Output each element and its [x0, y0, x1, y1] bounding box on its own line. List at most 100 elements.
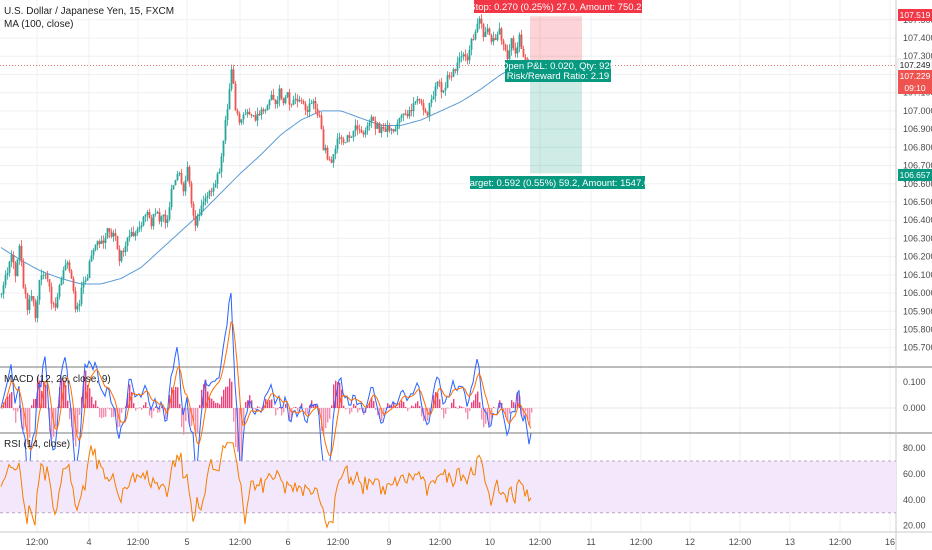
- candle-body[interactable]: [192, 203, 195, 216]
- ma-100-line[interactable]: [0, 58, 530, 285]
- candle-body[interactable]: [256, 113, 259, 121]
- candle-body[interactable]: [430, 99, 433, 103]
- candle-body[interactable]: [376, 123, 379, 129]
- candle-body[interactable]: [324, 147, 327, 151]
- candle-body[interactable]: [244, 114, 247, 115]
- candle-body[interactable]: [78, 303, 81, 306]
- candle-body[interactable]: [104, 237, 107, 243]
- candle-body[interactable]: [254, 115, 257, 121]
- candle-body[interactable]: [240, 119, 243, 123]
- candle-body[interactable]: [456, 62, 459, 71]
- candle-body[interactable]: [112, 233, 115, 237]
- candle-body[interactable]: [370, 116, 373, 123]
- candle-body[interactable]: [406, 113, 409, 117]
- candle-body[interactable]: [524, 57, 527, 62]
- candle-body[interactable]: [438, 81, 441, 83]
- candle-body[interactable]: [10, 254, 13, 262]
- candle-body[interactable]: [326, 147, 329, 160]
- candle-body[interactable]: [92, 249, 95, 256]
- candle-body[interactable]: [152, 213, 155, 227]
- candle-body[interactable]: [496, 34, 499, 40]
- candle-body[interactable]: [0, 293, 3, 295]
- candle-body[interactable]: [224, 120, 227, 141]
- candle-body[interactable]: [84, 280, 87, 283]
- candle-body[interactable]: [144, 214, 147, 217]
- candle-body[interactable]: [486, 28, 489, 32]
- candle-body[interactable]: [304, 103, 307, 111]
- candle-body[interactable]: [236, 110, 239, 114]
- candle-body[interactable]: [514, 48, 517, 54]
- candle-body[interactable]: [498, 28, 501, 35]
- candle-body[interactable]: [238, 113, 241, 123]
- candle-body[interactable]: [404, 113, 407, 115]
- candle-body[interactable]: [202, 201, 205, 206]
- candle-body[interactable]: [394, 129, 397, 132]
- candle-body[interactable]: [292, 99, 295, 105]
- candle-body[interactable]: [414, 101, 417, 104]
- candle-body[interactable]: [154, 213, 157, 215]
- candle-body[interactable]: [444, 87, 447, 91]
- candle-body[interactable]: [90, 255, 93, 262]
- candle-body[interactable]: [124, 245, 127, 252]
- candle-body[interactable]: [2, 285, 5, 294]
- candle-body[interactable]: [510, 38, 513, 51]
- candle-body[interactable]: [208, 190, 211, 196]
- candle-body[interactable]: [140, 225, 143, 228]
- candle-body[interactable]: [346, 135, 349, 143]
- candle-body[interactable]: [464, 54, 467, 57]
- candle-body[interactable]: [94, 245, 97, 250]
- candle-body[interactable]: [26, 293, 29, 310]
- candle-body[interactable]: [330, 159, 333, 163]
- candle-body[interactable]: [366, 125, 369, 131]
- candle-body[interactable]: [384, 128, 387, 132]
- candle-body[interactable]: [274, 99, 277, 105]
- candle-body[interactable]: [378, 123, 381, 133]
- candle-body[interactable]: [338, 137, 341, 139]
- candle-body[interactable]: [380, 126, 383, 133]
- candle-body[interactable]: [186, 166, 189, 181]
- candle-body[interactable]: [100, 240, 103, 245]
- candle-body[interactable]: [136, 229, 139, 233]
- candle-body[interactable]: [166, 219, 169, 223]
- candle-body[interactable]: [302, 101, 305, 104]
- candle-body[interactable]: [258, 113, 261, 116]
- candle-body[interactable]: [56, 296, 59, 308]
- candle-body[interactable]: [120, 250, 123, 262]
- candle-body[interactable]: [12, 254, 15, 263]
- candle-body[interactable]: [276, 100, 279, 105]
- candle-body[interactable]: [80, 287, 83, 304]
- candle-body[interactable]: [344, 142, 347, 144]
- candle-body[interactable]: [102, 240, 105, 243]
- candle-body[interactable]: [148, 212, 151, 218]
- candle-body[interactable]: [272, 94, 275, 100]
- candle-body[interactable]: [364, 130, 367, 135]
- candle-body[interactable]: [350, 137, 353, 138]
- candle-body[interactable]: [262, 109, 265, 112]
- candle-body[interactable]: [362, 132, 365, 135]
- candle-body[interactable]: [320, 115, 323, 130]
- candle-body[interactable]: [374, 120, 377, 129]
- candle-body[interactable]: [312, 101, 315, 104]
- short-position-tool[interactable]: [530, 16, 582, 174]
- candle-body[interactable]: [116, 235, 119, 250]
- candle-body[interactable]: [70, 270, 73, 279]
- candle-body[interactable]: [6, 272, 9, 276]
- candle-body[interactable]: [358, 129, 361, 131]
- candle-body[interactable]: [472, 38, 475, 40]
- stop-zone[interactable]: [530, 16, 582, 66]
- candle-body[interactable]: [264, 110, 267, 112]
- candle-body[interactable]: [488, 28, 491, 36]
- candle-body[interactable]: [286, 92, 289, 98]
- target-zone[interactable]: [530, 65, 582, 174]
- candle-body[interactable]: [402, 113, 405, 116]
- candle-body[interactable]: [16, 259, 19, 277]
- candle-body[interactable]: [290, 104, 293, 106]
- candle-body[interactable]: [156, 212, 159, 214]
- candle-body[interactable]: [172, 185, 175, 190]
- candle-body[interactable]: [128, 235, 131, 238]
- candle-body[interactable]: [24, 287, 27, 294]
- candle-body[interactable]: [398, 117, 401, 124]
- candle-body[interactable]: [114, 233, 117, 236]
- candle-body[interactable]: [348, 135, 351, 138]
- candle-body[interactable]: [174, 180, 177, 186]
